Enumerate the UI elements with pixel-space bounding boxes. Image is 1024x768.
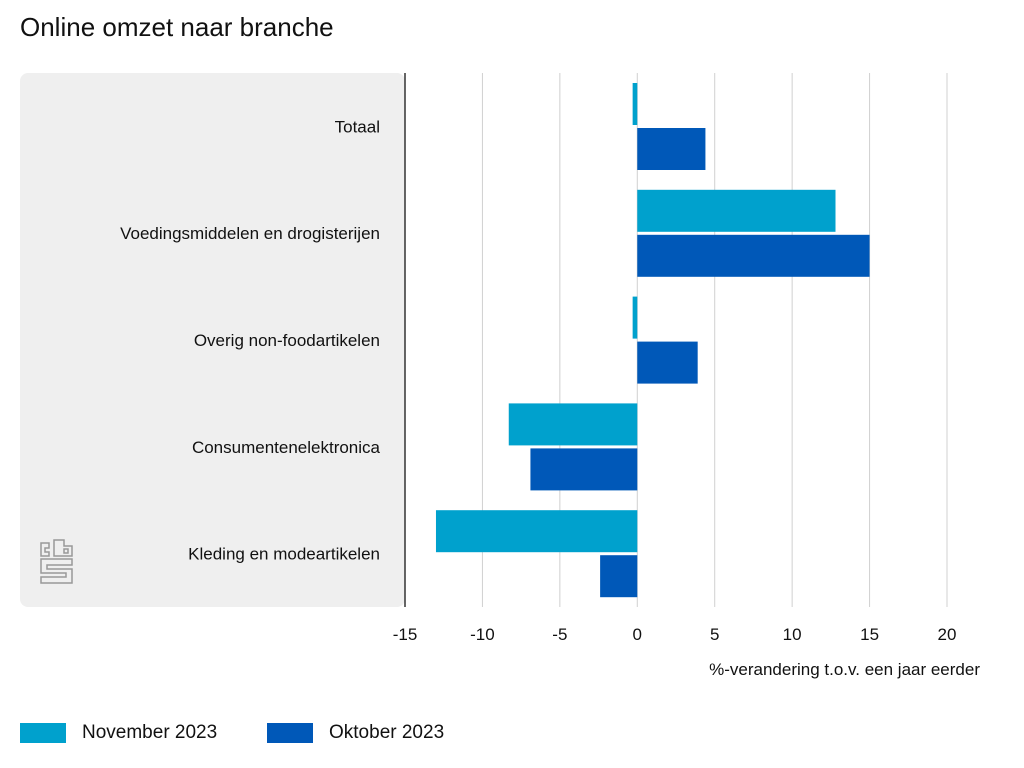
category-panel xyxy=(20,73,405,607)
category-label: Voedingsmiddelen en drogisterijen xyxy=(120,224,380,243)
bar-november xyxy=(435,510,638,553)
bar-oktober xyxy=(530,448,638,491)
category-label: Kleding en modeartikelen xyxy=(188,545,380,564)
x-tick-label: 0 xyxy=(633,625,642,644)
category-label: Consumentenelektronica xyxy=(192,438,381,457)
bar-oktober xyxy=(637,234,870,277)
category-label: Totaal xyxy=(335,117,380,136)
legend-swatch xyxy=(267,723,313,743)
x-tick-label: -5 xyxy=(552,625,567,644)
x-tick-label: 5 xyxy=(710,625,719,644)
x-tick-label: 20 xyxy=(938,625,957,644)
x-tick-label: -10 xyxy=(470,625,495,644)
bar-oktober xyxy=(600,555,638,598)
x-tick-label: 10 xyxy=(783,625,802,644)
category-label: Overig non-foodartikelen xyxy=(194,331,380,350)
cbs-logo-icon xyxy=(40,539,73,584)
bar-november xyxy=(632,296,638,339)
bar-oktober xyxy=(637,341,698,384)
x-tick-label: -15 xyxy=(393,625,418,644)
legend-item-november: November 2023 xyxy=(20,722,217,744)
bar-oktober xyxy=(637,128,706,170)
bar-november xyxy=(632,83,638,125)
bar-november xyxy=(637,189,836,232)
chart-title: Online omzet naar branche xyxy=(20,12,334,42)
legend-label: Oktober 2023 xyxy=(329,722,445,743)
x-axis-label: %-verandering t.o.v. een jaar eerder xyxy=(709,660,980,679)
legend-item-oktober: Oktober 2023 xyxy=(267,722,444,744)
x-tick-label: 15 xyxy=(860,625,879,644)
legend-label: November 2023 xyxy=(82,722,218,743)
bar-november xyxy=(508,403,638,446)
legend-swatch xyxy=(20,723,66,743)
